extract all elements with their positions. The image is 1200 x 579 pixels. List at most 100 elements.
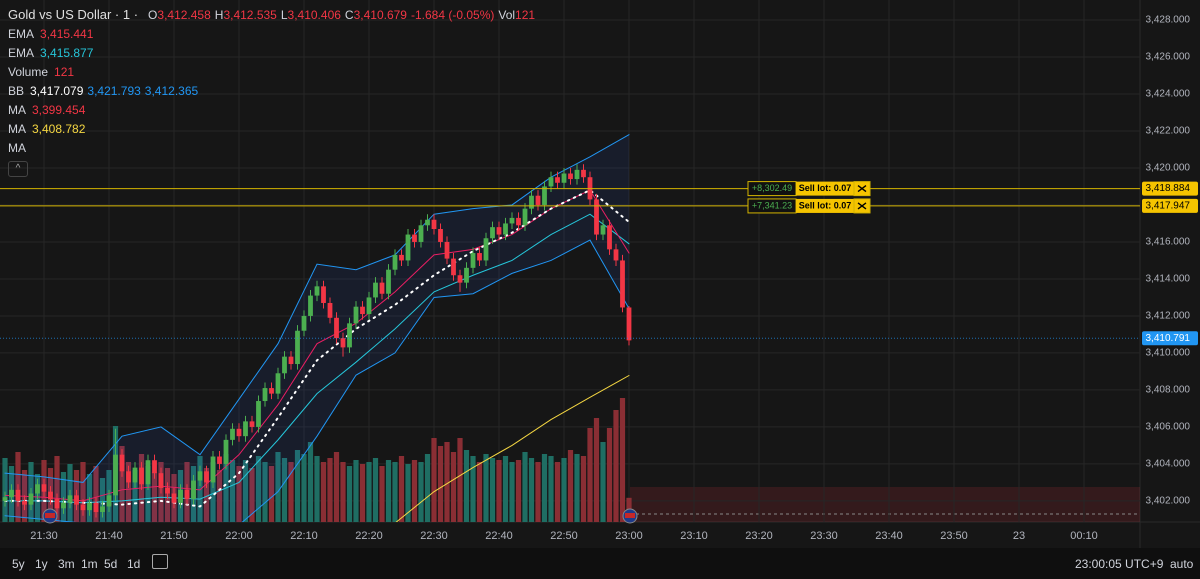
candle-body [548, 177, 554, 187]
candle-body [210, 456, 216, 483]
y-tick-label: 3,414.000 [1146, 274, 1191, 285]
candle-body [119, 454, 125, 472]
order-box[interactable] [796, 181, 854, 196]
x-tick-label: 22:30 [420, 530, 448, 542]
candle-body [386, 269, 391, 294]
volume-bar [515, 460, 522, 522]
candle-body [529, 195, 534, 209]
indicator-value: 3,415.877 [40, 46, 94, 60]
vol-key: Vol [498, 8, 516, 22]
range-button[interactable]: 1m [81, 557, 98, 571]
x-tick-label: 21:40 [95, 530, 123, 542]
indicator-row: MA 3,399.454 [8, 101, 535, 120]
candle-body [470, 253, 476, 268]
event-icon[interactable] [42, 508, 58, 524]
candle-body [178, 489, 183, 503]
volume-bar [275, 452, 281, 522]
y-tick-label: 3,428.000 [1146, 15, 1191, 26]
volume-bar [593, 418, 600, 522]
range-button[interactable]: 5d [104, 557, 118, 571]
y-tick-label: 3,410.000 [1146, 348, 1191, 359]
candle-body [496, 227, 502, 235]
candle-body [607, 225, 612, 250]
candle-body [561, 173, 567, 183]
event-icon[interactable] [622, 508, 638, 524]
x-tick-label: 23:00 [615, 530, 643, 542]
candle-body [152, 460, 157, 474]
candle-body [282, 356, 287, 374]
candle-body [67, 495, 73, 503]
volume-bar [554, 462, 561, 522]
range-button[interactable]: 5y [12, 557, 25, 571]
scale-button[interactable]: auto [1170, 557, 1194, 571]
date-range-button[interactable] [152, 554, 168, 569]
candle-body [262, 388, 268, 402]
candle-body [321, 286, 326, 303]
ohlc-value: 3,410.406 [287, 8, 341, 22]
volume-bar [372, 458, 379, 522]
indicator-name: MA [8, 141, 26, 155]
candle-body [41, 484, 47, 492]
volume-bar [437, 446, 444, 522]
volume-bar [535, 462, 541, 522]
candle-body [620, 260, 625, 308]
volume-bar [431, 438, 437, 522]
volume-bar [619, 398, 626, 522]
indicator-value: 3,415.441 [40, 27, 94, 41]
y-tick-label: 3,404.000 [1146, 459, 1191, 470]
volume-bar [320, 462, 327, 522]
volume-bar [340, 462, 346, 522]
ohlc-value: 3,412.535 [223, 8, 277, 22]
volume-bar [574, 454, 580, 522]
volume-bar [385, 460, 392, 522]
candle-body [74, 495, 79, 505]
candle-body [360, 306, 365, 315]
collapse-button[interactable]: ^ [8, 158, 535, 177]
indicator-row: EMA 3,415.877 [8, 44, 535, 63]
volume-bar [307, 442, 314, 522]
candle-body [308, 295, 313, 316]
volume-bar [255, 456, 262, 522]
volume-bar [93, 466, 99, 522]
candle-body [542, 186, 547, 205]
range-button[interactable]: 1y [35, 557, 48, 571]
indicator-value: 3,421.793 [87, 84, 141, 98]
indicator-row: Volume 121 [8, 63, 535, 82]
volume-bar [457, 438, 463, 522]
indicator-value: 3,408.782 [32, 122, 86, 136]
volume-bar [268, 466, 275, 522]
candle-body [327, 302, 333, 318]
candle-body [132, 467, 138, 483]
range-button[interactable]: 1d [127, 557, 141, 571]
order-pnl: +8,302.49 [752, 183, 792, 193]
order-pnl: +7,341.23 [752, 200, 792, 210]
y-tick-label: 3,412.000 [1146, 311, 1191, 322]
candle-body [353, 306, 359, 324]
overlays: 3,428.000 3,426.000 3,424.000 3,422.000 3,42… [0, 15, 1198, 542]
ohlc-key: H [214, 8, 224, 22]
symbol: Gold vs US Dollar · 1 · [8, 7, 139, 22]
order-box[interactable] [796, 198, 854, 213]
candle-body [535, 195, 541, 205]
volume-bar [281, 458, 288, 522]
volume-bar [567, 450, 574, 522]
volume-bar [502, 456, 509, 522]
candle-body [22, 500, 27, 505]
volume-bar [249, 468, 255, 522]
candles [2, 164, 632, 518]
change: -1.684 (-0.05%) [410, 8, 495, 22]
volume-bar [54, 456, 60, 522]
y-tick-label: 3,422.000 [1146, 126, 1191, 137]
close-icon [857, 202, 867, 210]
candle-body [48, 491, 53, 500]
volume-bar [489, 458, 496, 522]
volume-bar [496, 460, 502, 522]
candle-body [158, 473, 164, 488]
volume-bar [346, 466, 353, 522]
order-price-label: 3,418.884 [1146, 183, 1191, 194]
candle-body [2, 497, 8, 501]
range-button[interactable]: 3m [58, 557, 75, 571]
ohlc-key: O [148, 8, 158, 22]
x-tick-label: 22:20 [355, 530, 383, 542]
candle-body [80, 504, 86, 511]
